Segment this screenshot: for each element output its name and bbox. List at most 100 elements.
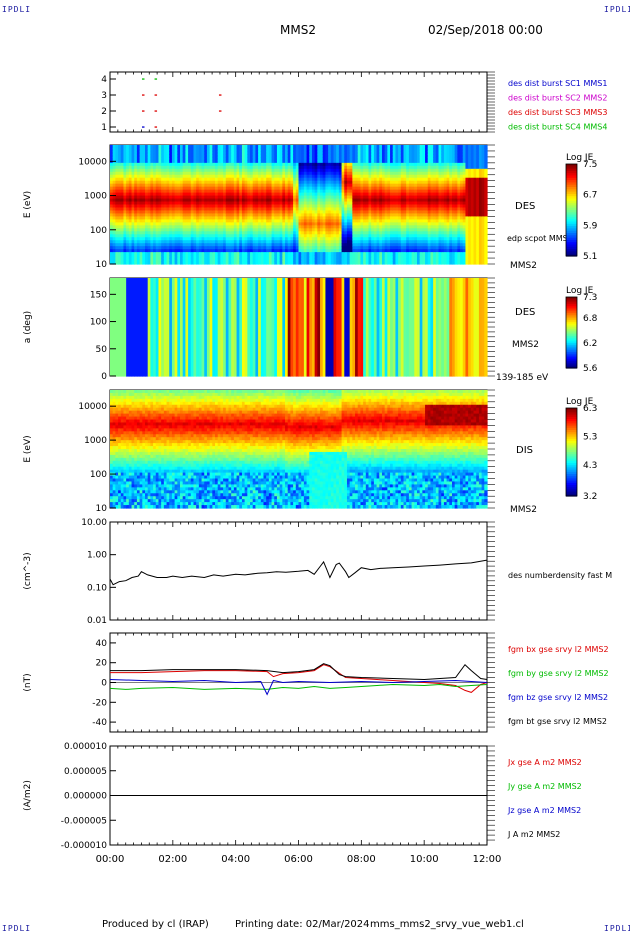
burst-mark <box>154 110 158 112</box>
colorbar-frame <box>565 163 578 257</box>
y-tick-label-fgm: -20 <box>92 698 107 708</box>
y-tick-label-burst: 1 <box>101 123 107 133</box>
burst-mark <box>141 78 145 80</box>
y-tick-label-fgm: 40 <box>96 639 108 649</box>
y-tick-label-density: 0.01 <box>87 616 107 626</box>
y-tick-label-des_pitch: 0 <box>101 372 107 382</box>
fgm-legend-item: fgm bz gse srvy l2 MMS2 <box>508 693 608 702</box>
colorbar-tick-label: 6.8 <box>583 314 598 324</box>
colorbar-tick-label: 7.3 <box>583 293 597 303</box>
time-tick-label: 00:00 <box>96 854 125 865</box>
des-pitch-label: DES <box>515 307 535 318</box>
datetime-title: 02/Sep/2018 00:00 <box>428 23 543 37</box>
colorbar-title: Log JE <box>566 286 594 296</box>
fgm-legend-item: fgm bt gse srvy l2 MMS2 <box>508 717 607 726</box>
y-tick-label-fgm: 0 <box>101 679 107 689</box>
y-tick-label-dis_energy: 10000 <box>78 402 107 412</box>
burst-legend-item: des dist burst SC2 MMS2 <box>508 94 607 103</box>
burst-legend-item: des dist burst SC1 MMS1 <box>508 79 607 88</box>
burst-mark <box>154 94 158 96</box>
y-tick-label-fgm: -40 <box>92 718 107 728</box>
burst-mark <box>141 110 145 112</box>
colorbar-tick-label: 4.3 <box>583 461 597 471</box>
y-tick-label-des_pitch: 100 <box>90 318 107 328</box>
y-axis-label-des_energy: E (eV) <box>23 191 33 218</box>
y-tick-label-fgm: 20 <box>96 659 108 669</box>
footer-filename: mms_mms2_srvy_vue_web1.cl <box>370 919 524 930</box>
colorbar-frame <box>565 407 578 497</box>
time-tick-label: 08:00 <box>347 854 376 865</box>
y-axis-label-current: (A/m2) <box>23 780 33 811</box>
fgm-series-line <box>110 663 488 681</box>
y-tick-label-density: 1.00 <box>87 551 107 561</box>
burst-legend-item: des dist burst SC3 MMS3 <box>508 108 607 117</box>
time-tick-label: 02:00 <box>158 854 187 865</box>
y-tick-label-density: 10.00 <box>81 518 107 528</box>
colorbar-tick-label: 5.6 <box>583 364 598 374</box>
y-tick-label-dis_energy: 1000 <box>84 436 107 446</box>
current-legend-item: Jz gse A m2 MMS2 <box>507 806 581 815</box>
spacecraft-title: MMS2 <box>280 23 316 37</box>
colorbar-des_pitch <box>565 296 578 369</box>
corner-label-bottom-right: IPDLI <box>604 924 630 933</box>
current-legend-item: Jy gse A m2 MMS2 <box>507 782 582 791</box>
dis-energy-sublabel: MMS2 <box>510 505 537 515</box>
heatmap-des_pitch <box>110 278 488 377</box>
colorbar-tick-label: 6.2 <box>583 339 597 349</box>
y-tick-label-burst: 4 <box>101 75 107 85</box>
des-energy-label: DES <box>515 201 535 212</box>
corner-label-bottom-left: IPDLI <box>2 924 32 933</box>
burst-mark <box>154 126 158 128</box>
density-line <box>109 559 488 586</box>
y-axis-label-fgm: (nT) <box>23 673 33 691</box>
colorbar-title: Log JE <box>566 153 594 163</box>
corner-label-top-right: IPDLI <box>604 5 630 14</box>
y-tick-label-des_energy: 10000 <box>78 157 107 167</box>
colorbar-frame <box>565 296 578 369</box>
y-tick-label-current: 0.000000 <box>64 792 107 802</box>
y-tick-label-des_energy: 1000 <box>84 192 107 202</box>
fgm-series-line <box>109 679 488 696</box>
energy-range-label: 139-185 eV <box>496 373 549 383</box>
colorbar-tick-label: 7.5 <box>583 160 597 170</box>
panel-frame-burst <box>109 71 488 133</box>
y-tick-label-burst: 3 <box>101 91 107 101</box>
footer-producer: Produced by cl (IRAP) <box>102 919 209 930</box>
fgm-legend-item: fgm bx gse srvy l2 MMS2 <box>508 645 609 654</box>
fgm-legend-item: fgm by gse srvy l2 MMS2 <box>508 669 609 678</box>
time-tick-label: 04:00 <box>221 854 250 865</box>
y-tick-label-current: 0.000010 <box>64 742 107 752</box>
y-tick-label-current: -0.000010 <box>61 841 107 851</box>
y-tick-label-des_energy: 100 <box>90 226 107 236</box>
des-energy-sublabel: MMS2 <box>510 261 537 271</box>
y-tick-label-des_energy: 10 <box>96 260 108 270</box>
colorbar-dis_energy <box>565 407 578 497</box>
y-tick-label-des_pitch: 50 <box>96 345 108 355</box>
y-tick-label-current: 0.000005 <box>64 767 107 777</box>
heatmap-des_energy <box>110 145 488 265</box>
y-tick-label-density: 0.10 <box>87 583 107 593</box>
colorbar-des_energy <box>565 163 578 257</box>
fgm-series-line <box>109 683 488 690</box>
corner-label-top-left: IPDLI <box>2 5 32 14</box>
burst-mark <box>141 126 145 128</box>
current-legend-item: J A m2 MMS2 <box>507 830 560 839</box>
dis-energy-label: DIS <box>516 445 533 456</box>
y-axis-label-des_pitch: a (deg) <box>23 311 33 343</box>
time-tick-label: 10:00 <box>410 854 439 865</box>
y-tick-label-dis_energy: 10 <box>96 504 108 514</box>
y-axis-label-dis_energy: E (eV) <box>23 435 33 462</box>
footer-print-date: Printing date: 02/Mar/2024 <box>235 919 370 930</box>
colorbar-tick-label: 3.2 <box>583 492 597 502</box>
time-tick-label: 06:00 <box>284 854 313 865</box>
y-tick-label-current: -0.000005 <box>61 816 107 826</box>
time-tick-label: 12:00 <box>473 854 502 865</box>
burst-mark <box>218 110 222 112</box>
colorbar-tick-label: 6.7 <box>583 191 597 201</box>
y-tick-label-burst: 2 <box>101 107 107 117</box>
y-tick-label-des_pitch: 150 <box>90 290 107 300</box>
colorbar-tick-label: 5.3 <box>583 432 597 442</box>
density-legend: des numberdensity fast M <box>508 571 612 580</box>
